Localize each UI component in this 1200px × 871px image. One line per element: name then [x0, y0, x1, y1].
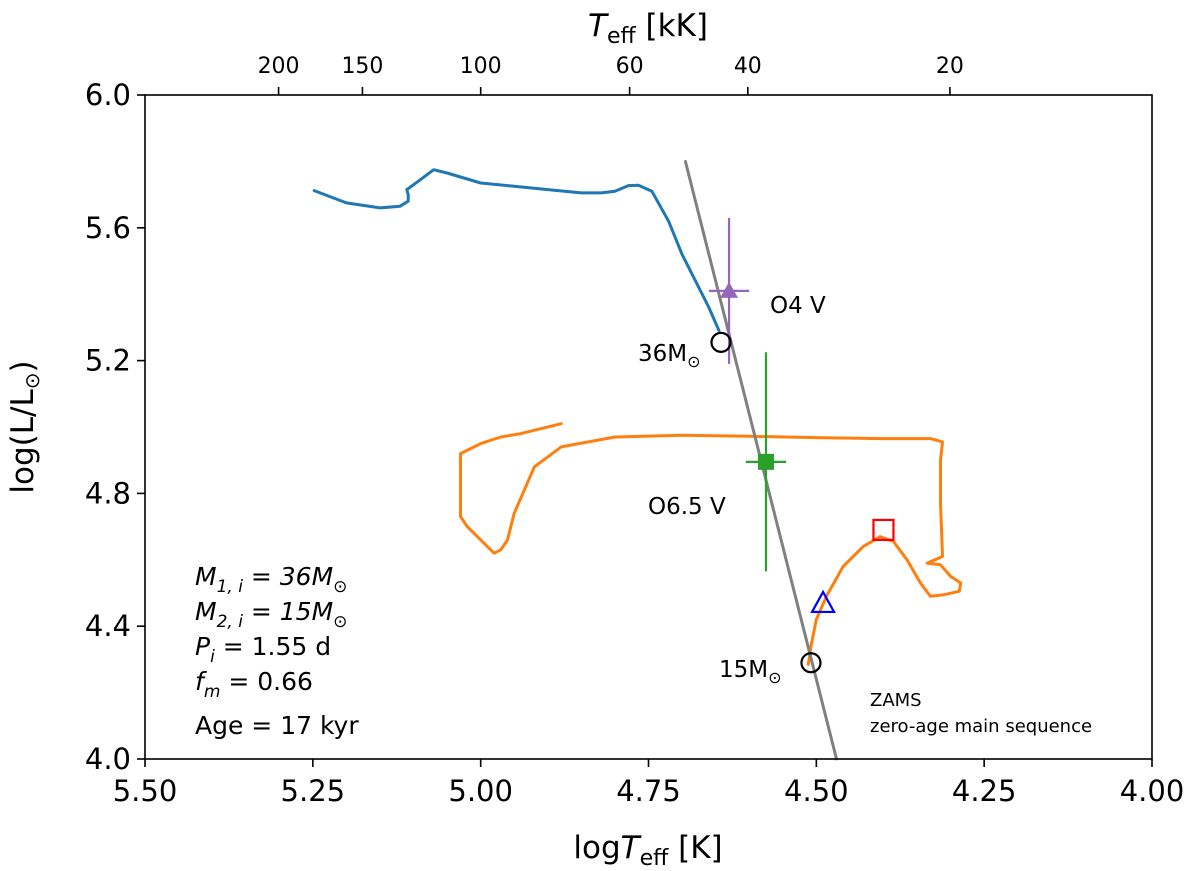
y-tick-label: 5.6 [85, 211, 131, 245]
param-m2-sun: ⊙ [333, 612, 347, 632]
param-m2: M2, i = 15M⊙ [195, 597, 347, 632]
y-axis-title: log(L/L⊙) [5, 360, 44, 493]
param-p: Pi = 1.55 d [195, 632, 331, 667]
x-tick-label: 5.50 [113, 774, 178, 808]
param-m2-value: 15M [280, 597, 333, 626]
top-tick-label: 200 [258, 54, 300, 79]
x-axis-title-unit: [K] [668, 830, 722, 866]
param-p-eq: = [215, 632, 252, 661]
param-f-value: 0.66 [257, 667, 313, 696]
param-f-sub: m [204, 682, 221, 702]
param-m1-eq: = [243, 562, 280, 591]
param-p-sub: i [210, 647, 215, 667]
param-m2-sub: 2, i [217, 612, 244, 632]
param-m1-sub: 1, i [217, 577, 244, 597]
o65v-label: O6.5 V [648, 494, 726, 520]
y-axis-title-main: log(L/L [5, 389, 41, 494]
m36-sun: ⊙ [687, 352, 700, 371]
x-tick-label: 4.25 [952, 774, 1017, 808]
param-p-name: P [195, 632, 211, 661]
x-tick-label: 5.00 [448, 774, 513, 808]
y-tick-label: 4.4 [85, 609, 131, 643]
x-axis-title-t: T [621, 830, 642, 866]
x-tick-label: 4.75 [616, 774, 681, 808]
param-m1-sun: ⊙ [333, 577, 347, 597]
top-tick-label: 60 [616, 54, 644, 79]
top-tick-label: 20 [936, 54, 964, 79]
y-axis-title-close: ) [5, 360, 41, 372]
start-circle-1 [710, 331, 732, 353]
m15-label: 15M⊙ [719, 657, 782, 687]
param-f: fm = 0.66 [195, 667, 313, 702]
param-m2-name: M [195, 597, 217, 626]
x-axis-title: logTeff [K] [573, 830, 722, 871]
top-axis-title-unit: [kK] [636, 8, 708, 44]
x-tick-label: 4.50 [784, 774, 849, 808]
y-tick-label: 6.0 [85, 78, 131, 112]
m36-label: 36M⊙ [638, 341, 701, 371]
start-circle-2 [800, 652, 822, 674]
zams-label-line2: zero-age main sequence [870, 716, 1092, 737]
param-p-value: 1.55 d [252, 632, 331, 661]
observations-layer [708, 217, 787, 572]
top-axis-title-t: T [588, 8, 609, 44]
param-m1: M1, i = 36M⊙ [195, 562, 347, 597]
red-open-square-marker [872, 518, 895, 542]
x-axis-title-sub: eff [640, 846, 670, 871]
top-axis-title: Teff [kK] [588, 8, 708, 49]
m15-sun: ⊙ [768, 668, 781, 687]
top-axis-title-sub: eff [607, 24, 637, 49]
y-tick-label: 4.0 [85, 742, 131, 776]
ticks-layer: 5.50 5.25 5.00 4.75 4.50 4.25 4.00 4.0 4.4 4.8 5.2… [85, 54, 1184, 808]
param-age: Age = 17 kyr [195, 711, 359, 740]
param-m2-eq: = [243, 597, 280, 626]
top-tick-label: 40 [734, 54, 762, 79]
param-m1-value: 36M [280, 562, 333, 591]
m15-value: 15M [719, 657, 768, 683]
markers-layer [710, 331, 895, 674]
y-tick-label: 4.8 [85, 476, 131, 510]
m36-value: 36M [638, 341, 687, 367]
o4v-marker [720, 281, 739, 298]
o65v-marker [757, 453, 774, 470]
zams-label-line1: ZAMS [870, 690, 922, 711]
param-f-eq: = [220, 667, 257, 696]
top-tick-label: 150 [341, 54, 383, 79]
secondary-track-line [459, 422, 963, 666]
primary-track-line [312, 168, 721, 333]
plot-frame [144, 94, 1153, 760]
x-axis-title-prefix: log [573, 830, 620, 866]
y-axis-title-sun: ⊙ [20, 373, 44, 390]
y-tick-label: 5.2 [85, 344, 131, 378]
top-tick-label: 100 [460, 54, 502, 79]
blue-open-triangle-marker [810, 589, 836, 614]
o4v-label: O4 V [770, 293, 826, 319]
x-tick-label: 5.25 [281, 774, 346, 808]
param-m1-name: M [195, 562, 217, 591]
x-tick-label: 4.00 [1120, 774, 1185, 808]
tracks-layer [312, 159, 963, 761]
